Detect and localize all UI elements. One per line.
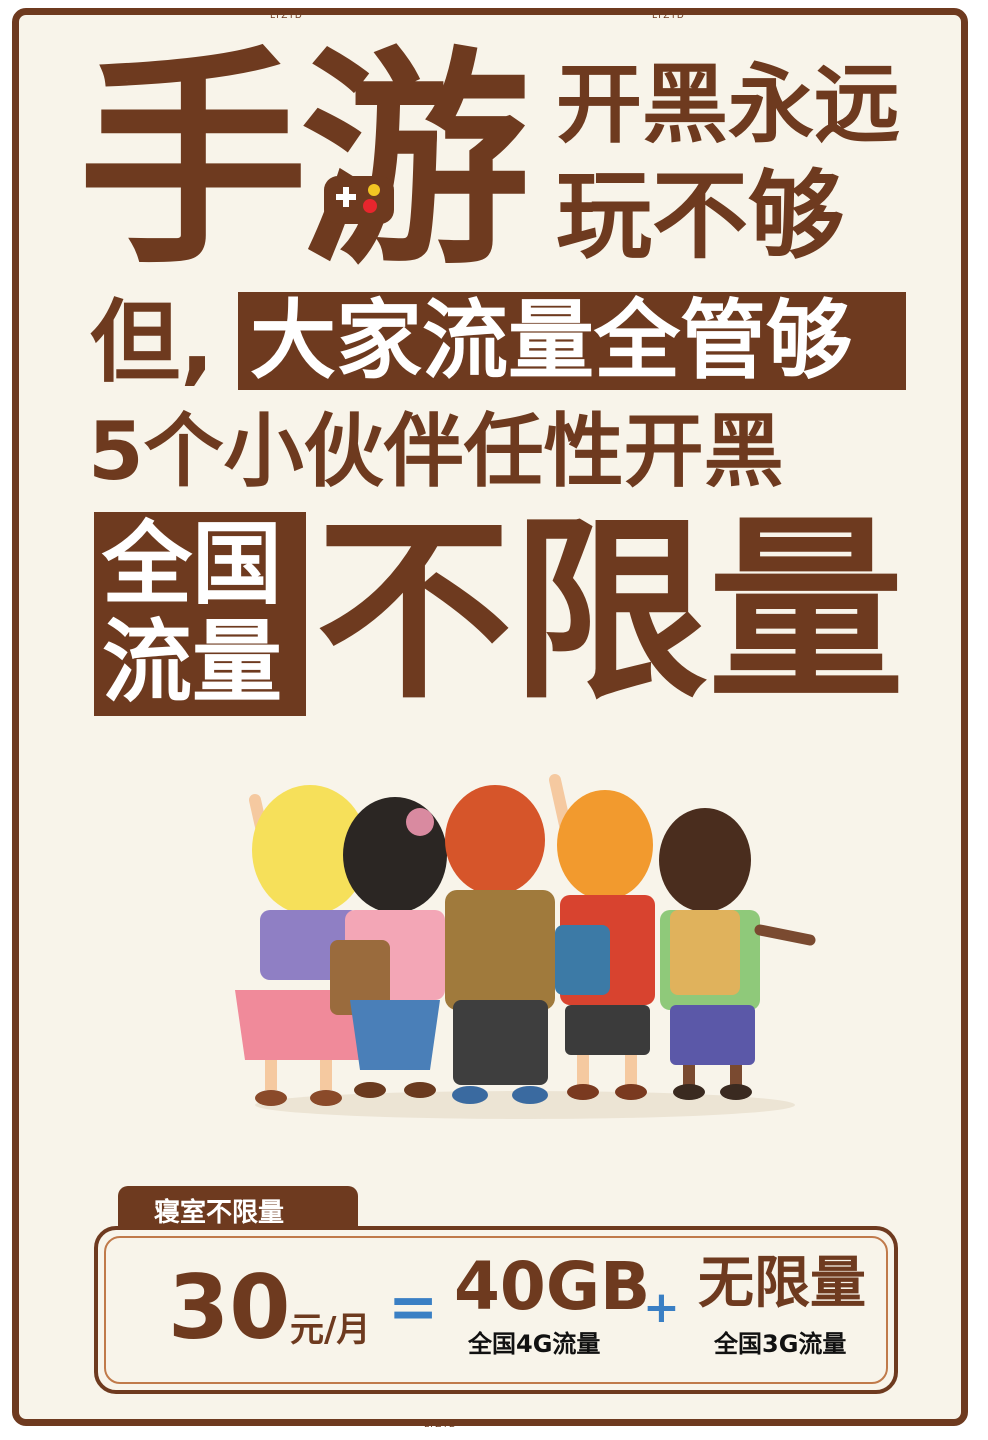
national-traffic-box: 全国 流量 <box>94 512 306 716</box>
subline-highlight-text: 大家流量全管够 <box>250 291 852 391</box>
plus-sign: + <box>643 1282 680 1333</box>
plan-tab: 寝室不限量 <box>118 1186 358 1228</box>
unlimited-big-text: 不限量 <box>316 498 905 726</box>
price-box: 30 元/月 = 40GB 全国4G流量 + 无限量 全国3G流量 <box>94 1226 898 1394</box>
five-friends-line: 5个小伙伴任性开黑 <box>88 405 784 498</box>
watermark-top-right: LTZTD <box>652 11 685 21</box>
price-unit: 元/月 <box>290 1310 371 1350</box>
headline-char-you: 游 <box>300 29 531 296</box>
equals-sign: = <box>388 1272 439 1342</box>
watermark-top-left: LTZTD <box>270 11 303 21</box>
five-kids-illustration <box>235 774 816 1119</box>
subline-highlight-bar: 大家流量全管够 <box>238 292 906 390</box>
data-amount-sub: 全国4G流量 <box>468 1330 601 1358</box>
plan-tab-label: 寝室不限量 <box>154 1198 285 1228</box>
watermark-bottom: LTZTD <box>424 1420 457 1430</box>
headline-line2: 玩不够 <box>556 160 844 272</box>
price-box-inner-border <box>104 1236 888 1384</box>
subline-prefix: 但, <box>90 290 215 395</box>
gamepad-icon <box>324 176 394 224</box>
unlimited-label: 无限量 <box>698 1251 866 1316</box>
data-amount: 40GB <box>454 1248 651 1325</box>
headline-char-shou: 手 <box>78 29 309 296</box>
price-value: 30 <box>168 1256 291 1359</box>
national-box-line2: 流量 <box>102 610 282 715</box>
headline-line1: 开黑永远 <box>556 55 900 155</box>
unlimited-sub: 全国3G流量 <box>714 1330 847 1358</box>
national-box-line1: 全国 <box>102 512 282 617</box>
